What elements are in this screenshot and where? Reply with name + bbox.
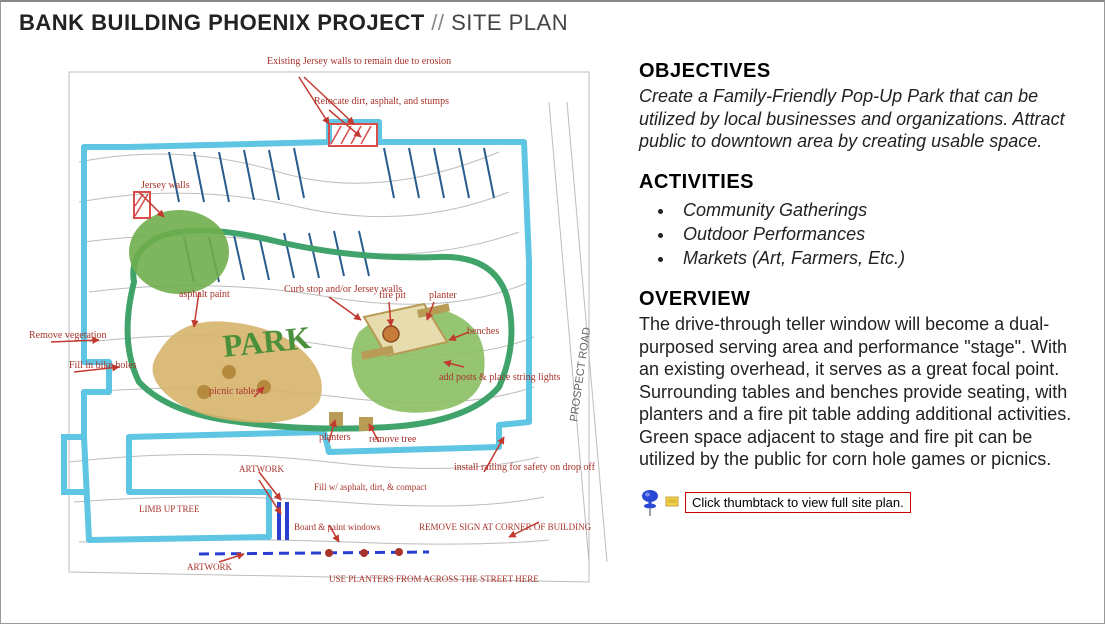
activities-list: Community Gatherings Outdoor Performance… [659,198,1076,271]
lawn-northwest [129,210,229,294]
note-board-paint: Board & paint windows [294,522,381,532]
site-plan-image: PROSPECT ROAD [29,42,619,602]
activity-item: Community Gatherings [675,198,1076,222]
note-use-planters: USE PLANTERS FROM ACROSS THE STREET HERE [329,574,539,584]
thumbtack-icon[interactable] [639,489,661,517]
note-picnic: picnic tables [209,386,259,397]
note-artwork-2: ARTWORK [187,562,232,572]
activity-item: Markets (Art, Farmers, Etc.) [675,246,1076,270]
activity-item: Outdoor Performances [675,222,1076,246]
right-column: OBJECTIVES Create a Family-Friendly Pop-… [629,10,1086,615]
callout-link[interactable]: Click thumbtack to view full site plan. [685,492,911,513]
picnic-node-1 [222,365,236,379]
title-sub: SITE PLAN [451,10,568,35]
page-title: BANK BUILDING PHOENIX PROJECT // SITE PL… [19,10,629,36]
objectives-body: Create a Family-Friendly Pop-Up Park tha… [639,85,1076,153]
note-firepit: fire pit [379,290,406,301]
title-separator: // [425,10,451,35]
activities-heading: ACTIVITIES [639,171,1076,194]
planter-dot-1 [325,549,333,557]
planter-dot-2 [360,549,368,557]
note-asphalt: asphalt paint [179,289,230,300]
note-jersey-walls: Jersey walls [141,180,190,191]
note-icon [665,495,679,511]
planter-dot-3 [395,548,403,556]
thumbtack-row: Click thumbtack to view full site plan. [639,489,1076,517]
objectives-heading: OBJECTIVES [639,60,1076,83]
fire-pit [383,326,399,342]
note-remove-veg: Remove vegetation [29,330,106,341]
note-remove-sign: REMOVE SIGN AT CORNER OF BUILDING [419,522,592,532]
overview-heading: OVERVIEW [639,288,1076,311]
page-root: BANK BUILDING PHOENIX PROJECT // SITE PL… [0,0,1105,624]
note-fill-asphalt: Fill w/ asphalt, dirt, & compact [314,482,427,492]
note-fill-holes: Fill in bike holes [69,360,137,371]
note-planters: planters [319,432,351,443]
note-limb-tree: LIMB UP TREE [139,504,200,514]
note-existing-jersey: Existing Jersey walls to remain due to e… [267,56,451,67]
note-relocate: Relocate dirt, asphalt, and stumps [314,96,449,107]
note-addposts: add posts & place string lights [439,372,560,383]
note-benches: benches [467,326,499,337]
red-hatch-box [329,124,377,146]
artwork-line [199,552,429,554]
note-planter: planter [429,290,457,301]
note-install-railing: install railing for safety on drop off [454,462,596,473]
planter-1 [329,412,343,426]
note-artwork-1: ARTWORK [239,464,284,474]
left-column: BANK BUILDING PHOENIX PROJECT // SITE PL… [19,10,629,615]
left-notch [64,437,84,492]
title-main: BANK BUILDING PHOENIX PROJECT [19,10,425,35]
note-remove-tree: remove tree [369,434,417,445]
site-plan-svg: PROSPECT ROAD [29,42,619,602]
overview-body: The drive-through teller window will bec… [639,313,1076,471]
content-row: BANK BUILDING PHOENIX PROJECT // SITE PL… [1,2,1104,623]
